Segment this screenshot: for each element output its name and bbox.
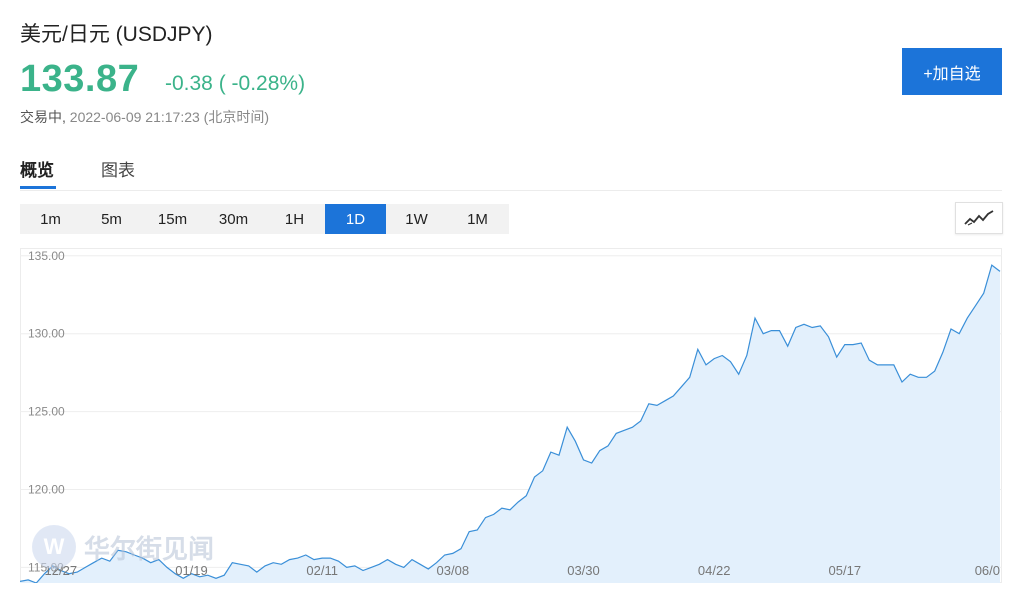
active-tab-indicator: [20, 186, 56, 189]
timestamp: 2022-06-09 21:17:23 (北京时间): [69, 109, 269, 125]
x-tick-label: 03/08: [437, 563, 470, 578]
watermark: W 华尔街见闻: [32, 525, 214, 569]
interval-15m[interactable]: 15m: [157, 210, 188, 228]
tab-overview[interactable]: 概览: [20, 161, 54, 180]
y-tick-label: 125.00: [28, 405, 65, 419]
price-chart[interactable]: 135.00130.00125.00120.00115.0012/2701/19…: [20, 248, 1002, 583]
tab-bar: 概览 图表: [20, 150, 1002, 191]
interval-1d[interactable]: 1D: [325, 204, 386, 234]
add-watchlist-button[interactable]: +加自选: [902, 48, 1002, 95]
trading-status: 交易中, 2022-06-09 21:17:23 (北京时间): [20, 107, 269, 127]
interval-30m[interactable]: 30m: [218, 210, 249, 228]
interval-1h[interactable]: 1H: [284, 210, 305, 228]
x-tick-label: 03/30: [567, 563, 600, 578]
interval-selector: 1m 5m 15m 30m 1H 1D 1W 1M: [20, 204, 509, 234]
chart-type-button[interactable]: [955, 202, 1003, 234]
price-change: -0.38 ( -0.28%): [165, 72, 306, 95]
watermark-text: 华尔街见闻: [84, 534, 215, 565]
page-title: 美元/日元 (USDJPY): [20, 23, 213, 46]
interval-1mo[interactable]: 1M: [467, 210, 488, 228]
y-tick-label: 130.00: [28, 327, 65, 341]
y-tick-label: 120.00: [28, 483, 65, 497]
x-tick-label: 02/11: [306, 563, 338, 578]
tab-chart[interactable]: 图表: [101, 161, 135, 180]
x-tick-label: 06/0: [975, 563, 1000, 578]
interval-5m[interactable]: 5m: [101, 210, 122, 228]
line-chart-icon: [964, 210, 994, 226]
current-price: 133.87: [20, 58, 140, 100]
interval-1w[interactable]: 1W: [405, 210, 428, 228]
series-area: [20, 265, 1000, 583]
interval-1m[interactable]: 1m: [40, 210, 61, 228]
watermark-logo: W: [32, 525, 76, 569]
x-tick-label: 05/17: [829, 563, 862, 578]
y-tick-label: 135.00: [28, 249, 65, 263]
x-tick-label: 04/22: [698, 563, 731, 578]
x-tick-label: 01/19: [175, 563, 208, 578]
trading-status-label: 交易中,: [20, 109, 66, 125]
series-line: [20, 264, 1001, 583]
